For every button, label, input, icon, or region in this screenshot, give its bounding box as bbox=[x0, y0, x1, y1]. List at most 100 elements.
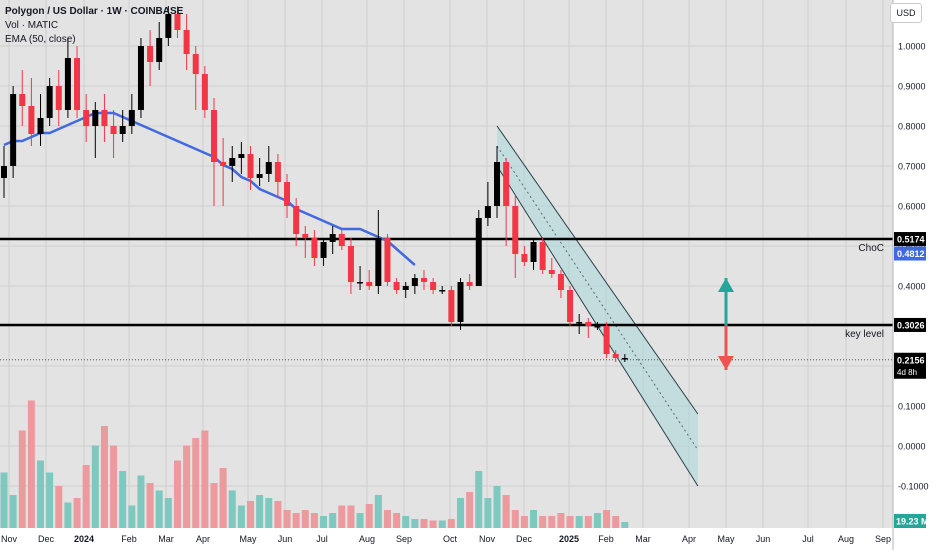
candle-body bbox=[220, 162, 227, 166]
candle-body bbox=[347, 246, 354, 282]
y-tick-label: 0.6000 bbox=[898, 202, 926, 212]
candle-body bbox=[430, 282, 437, 290]
volume-bar bbox=[411, 519, 419, 528]
candle-body bbox=[612, 354, 619, 358]
x-tick-label: Jun bbox=[278, 534, 293, 544]
volume-bar bbox=[265, 498, 273, 528]
volume-bar bbox=[310, 513, 318, 528]
candle-body bbox=[539, 242, 546, 270]
volume-bar bbox=[18, 430, 26, 528]
candle-body bbox=[1, 166, 7, 178]
candle-body bbox=[548, 270, 555, 274]
volume-bar bbox=[91, 445, 99, 528]
x-tick-label: Mar bbox=[158, 534, 174, 544]
volume-bar bbox=[402, 516, 410, 528]
candle-body bbox=[585, 322, 592, 326]
x-tick-label: Feb bbox=[121, 534, 137, 544]
candle-body bbox=[475, 218, 482, 286]
candle-body bbox=[302, 234, 309, 238]
candle-body bbox=[183, 30, 190, 54]
candle-body bbox=[274, 162, 281, 182]
volume-bar bbox=[256, 495, 264, 528]
x-tick-label: May bbox=[717, 534, 735, 544]
currency-button[interactable]: USD bbox=[890, 3, 922, 23]
symbol-title[interactable]: Polygon / US Dollar · 1W · COINBASE bbox=[5, 6, 184, 17]
volume-bar bbox=[575, 516, 583, 528]
x-tick-label: Sep bbox=[875, 534, 891, 544]
volume-bar bbox=[274, 501, 282, 528]
volume-bar bbox=[0, 472, 8, 528]
volume-bar bbox=[511, 510, 519, 528]
x-tick-label: May bbox=[239, 534, 257, 544]
volume-bar bbox=[566, 516, 574, 528]
volume-bar bbox=[356, 513, 364, 528]
candle-body bbox=[603, 326, 610, 354]
volume-bar bbox=[539, 516, 547, 528]
level-price-tag bbox=[894, 317, 926, 332]
candle-body bbox=[165, 14, 172, 38]
candle-body bbox=[494, 162, 501, 206]
volume-bar bbox=[9, 495, 17, 528]
arrow-head-down bbox=[718, 356, 734, 370]
candle-body bbox=[512, 206, 519, 254]
x-tick-label: Apr bbox=[196, 534, 210, 544]
volume-bar bbox=[55, 486, 63, 528]
candle-body bbox=[64, 58, 71, 110]
plot-background bbox=[0, 0, 893, 528]
volume-bar bbox=[438, 520, 446, 528]
volume-bar bbox=[457, 498, 464, 528]
volume-bar bbox=[100, 426, 108, 528]
price-axis-background bbox=[893, 0, 932, 550]
candle-body bbox=[174, 14, 181, 30]
volume-bar bbox=[603, 510, 611, 528]
candles bbox=[1, 6, 628, 362]
volume-bar bbox=[329, 513, 337, 528]
y-tick-label: 0.9000 bbox=[898, 82, 926, 92]
volume-bar bbox=[37, 460, 45, 528]
volume-bar bbox=[146, 483, 154, 528]
x-tick-label: Sep bbox=[396, 534, 412, 544]
x-tick-label: Mar bbox=[635, 534, 651, 544]
volume-bar bbox=[27, 400, 35, 528]
volume-bar bbox=[137, 475, 145, 528]
volume-bars bbox=[0, 400, 629, 528]
volume-value-tag bbox=[894, 514, 926, 528]
candle-body bbox=[375, 238, 382, 286]
volume-value-label: 19.23 M bbox=[896, 517, 929, 527]
volume-bar bbox=[237, 505, 245, 528]
y-tick-label: 0.0000 bbox=[898, 442, 926, 452]
volume-bar bbox=[301, 510, 309, 528]
candle-body bbox=[201, 74, 208, 110]
volume-indicator-label[interactable]: Vol · MATIC bbox=[5, 20, 59, 31]
volume-bar bbox=[548, 516, 556, 528]
volume-bar bbox=[320, 516, 328, 528]
volume-bar bbox=[502, 495, 510, 528]
volume-bar bbox=[365, 504, 373, 528]
x-tick-label: Nov bbox=[479, 534, 496, 544]
candle-body bbox=[402, 286, 409, 290]
channel-mid-line bbox=[496, 145, 699, 451]
candle-body bbox=[420, 278, 427, 282]
level-price-tag bbox=[894, 232, 926, 247]
candle-body bbox=[229, 158, 236, 166]
candle-body bbox=[19, 94, 26, 106]
candle-body bbox=[137, 46, 144, 110]
volume-bar bbox=[46, 472, 54, 528]
level-price-label: 0.5174 bbox=[897, 235, 925, 245]
volume-bar bbox=[228, 490, 236, 528]
candle-body bbox=[238, 154, 245, 158]
ema-indicator-label[interactable]: EMA (50, close) bbox=[5, 34, 76, 45]
volume-bar bbox=[447, 519, 455, 528]
candle-body bbox=[329, 234, 336, 242]
y-tick-label: 0.1000 bbox=[898, 402, 926, 412]
volume-bar bbox=[247, 501, 255, 528]
volume-bar bbox=[520, 516, 528, 528]
volume-bar bbox=[420, 519, 428, 528]
candle-body bbox=[366, 282, 373, 286]
level-annotation: key level bbox=[845, 329, 884, 340]
candle-body bbox=[594, 326, 601, 328]
candle-body bbox=[384, 238, 391, 282]
candle-body bbox=[557, 274, 564, 290]
